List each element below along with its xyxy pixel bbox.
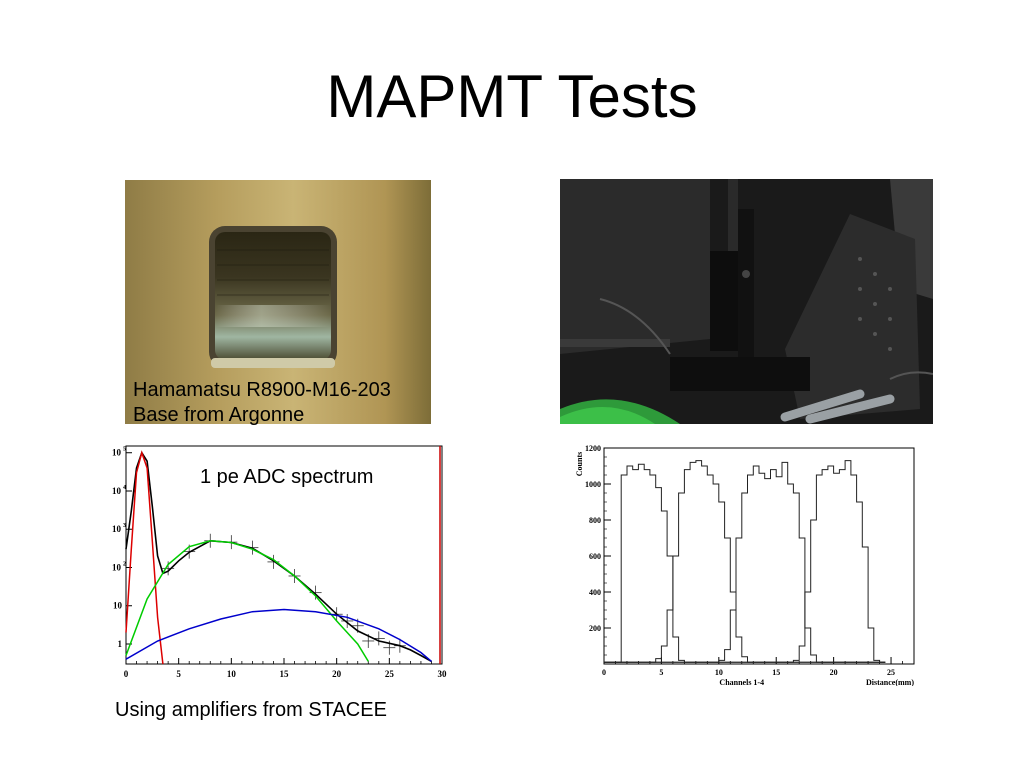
y-tick-label: 200 (589, 624, 601, 633)
channel-scan-plot: 0 5 10 15 20 25 200 400 600 800 1000 1200 Channels 1… (575, 444, 915, 687)
pmt-model-caption: Hamamatsu R8900-M16-203 (133, 379, 391, 401)
y-tick-label: 10 (113, 601, 123, 611)
x-tick-label: 10 (715, 668, 723, 677)
channel-histogram-4 (604, 460, 886, 663)
y-axis-label: Counts (575, 452, 584, 476)
y-tick-exponent: 4 (123, 485, 126, 491)
adc-spectrum-chart: 0 5 10 15 20 25 30 10 5 10 4 10 3 10 2 10 1 (96, 440, 448, 680)
x-tick-label: 15 (772, 668, 780, 677)
y-tick-label: 800 (589, 516, 601, 525)
spectrum-caption: 1 pe ADC spectrum (200, 466, 374, 488)
x-tick-label: 20 (830, 668, 838, 677)
x-tick-label: 0 (124, 669, 129, 679)
fit-curve-2 (125, 540, 369, 662)
mapmt-photo-art (209, 226, 337, 368)
x-axis-label-distance: Distance(mm) (866, 678, 914, 686)
x-tick-label: 5 (176, 669, 181, 679)
x-tick-label: 25 (385, 669, 395, 679)
y-tick-label: 1200 (585, 444, 601, 453)
slide-title: MAPMT Tests (326, 63, 698, 130)
test-stand-photo-art (560, 179, 933, 424)
pmt-base-caption: Base from Argonne (133, 404, 305, 426)
y-tick-label: 10 (112, 562, 122, 572)
y-tick-label: 10 (112, 448, 122, 458)
y-tick-exponent: 5 (123, 447, 126, 453)
x-axis-label: Channels 1-4 (719, 678, 764, 686)
test-stand-photo (560, 179, 933, 424)
y-tick-label: 600 (589, 552, 601, 561)
y-tick-label: 400 (589, 588, 601, 597)
x-tick-label: 20 (332, 669, 342, 679)
x-tick-label: 0 (602, 668, 606, 677)
x-tick-label: 25 (887, 668, 895, 677)
x-tick-label: 30 (438, 669, 448, 679)
fit-curve-1 (125, 450, 164, 665)
channel-scan-chart: 0 5 10 15 20 25 200 400 600 800 1000 1200 Channels 1… (570, 438, 920, 687)
y-tick-label: 1000 (585, 480, 601, 489)
x-tick-label: 10 (227, 669, 237, 679)
x-tick-label: 5 (659, 668, 663, 677)
y-tick-exponent: 3 (123, 523, 126, 529)
channel-histogram-2 (604, 460, 886, 663)
fit-curve-3 (125, 608, 432, 662)
y-tick-label: 10 (112, 524, 122, 534)
plot-frame (603, 447, 915, 665)
channel-histogram-1 (604, 463, 886, 663)
channel-histogram-3 (604, 461, 886, 663)
y-tick-label: 10 (112, 486, 122, 496)
y-tick-label: 1 (118, 639, 123, 649)
x-tick-label: 15 (280, 669, 290, 679)
data-point-marker (341, 613, 354, 628)
mapmt-photo (125, 180, 431, 424)
amplifiers-caption: Using amplifiers from STACEE (115, 699, 387, 721)
y-tick-exponent: 2 (123, 561, 126, 567)
